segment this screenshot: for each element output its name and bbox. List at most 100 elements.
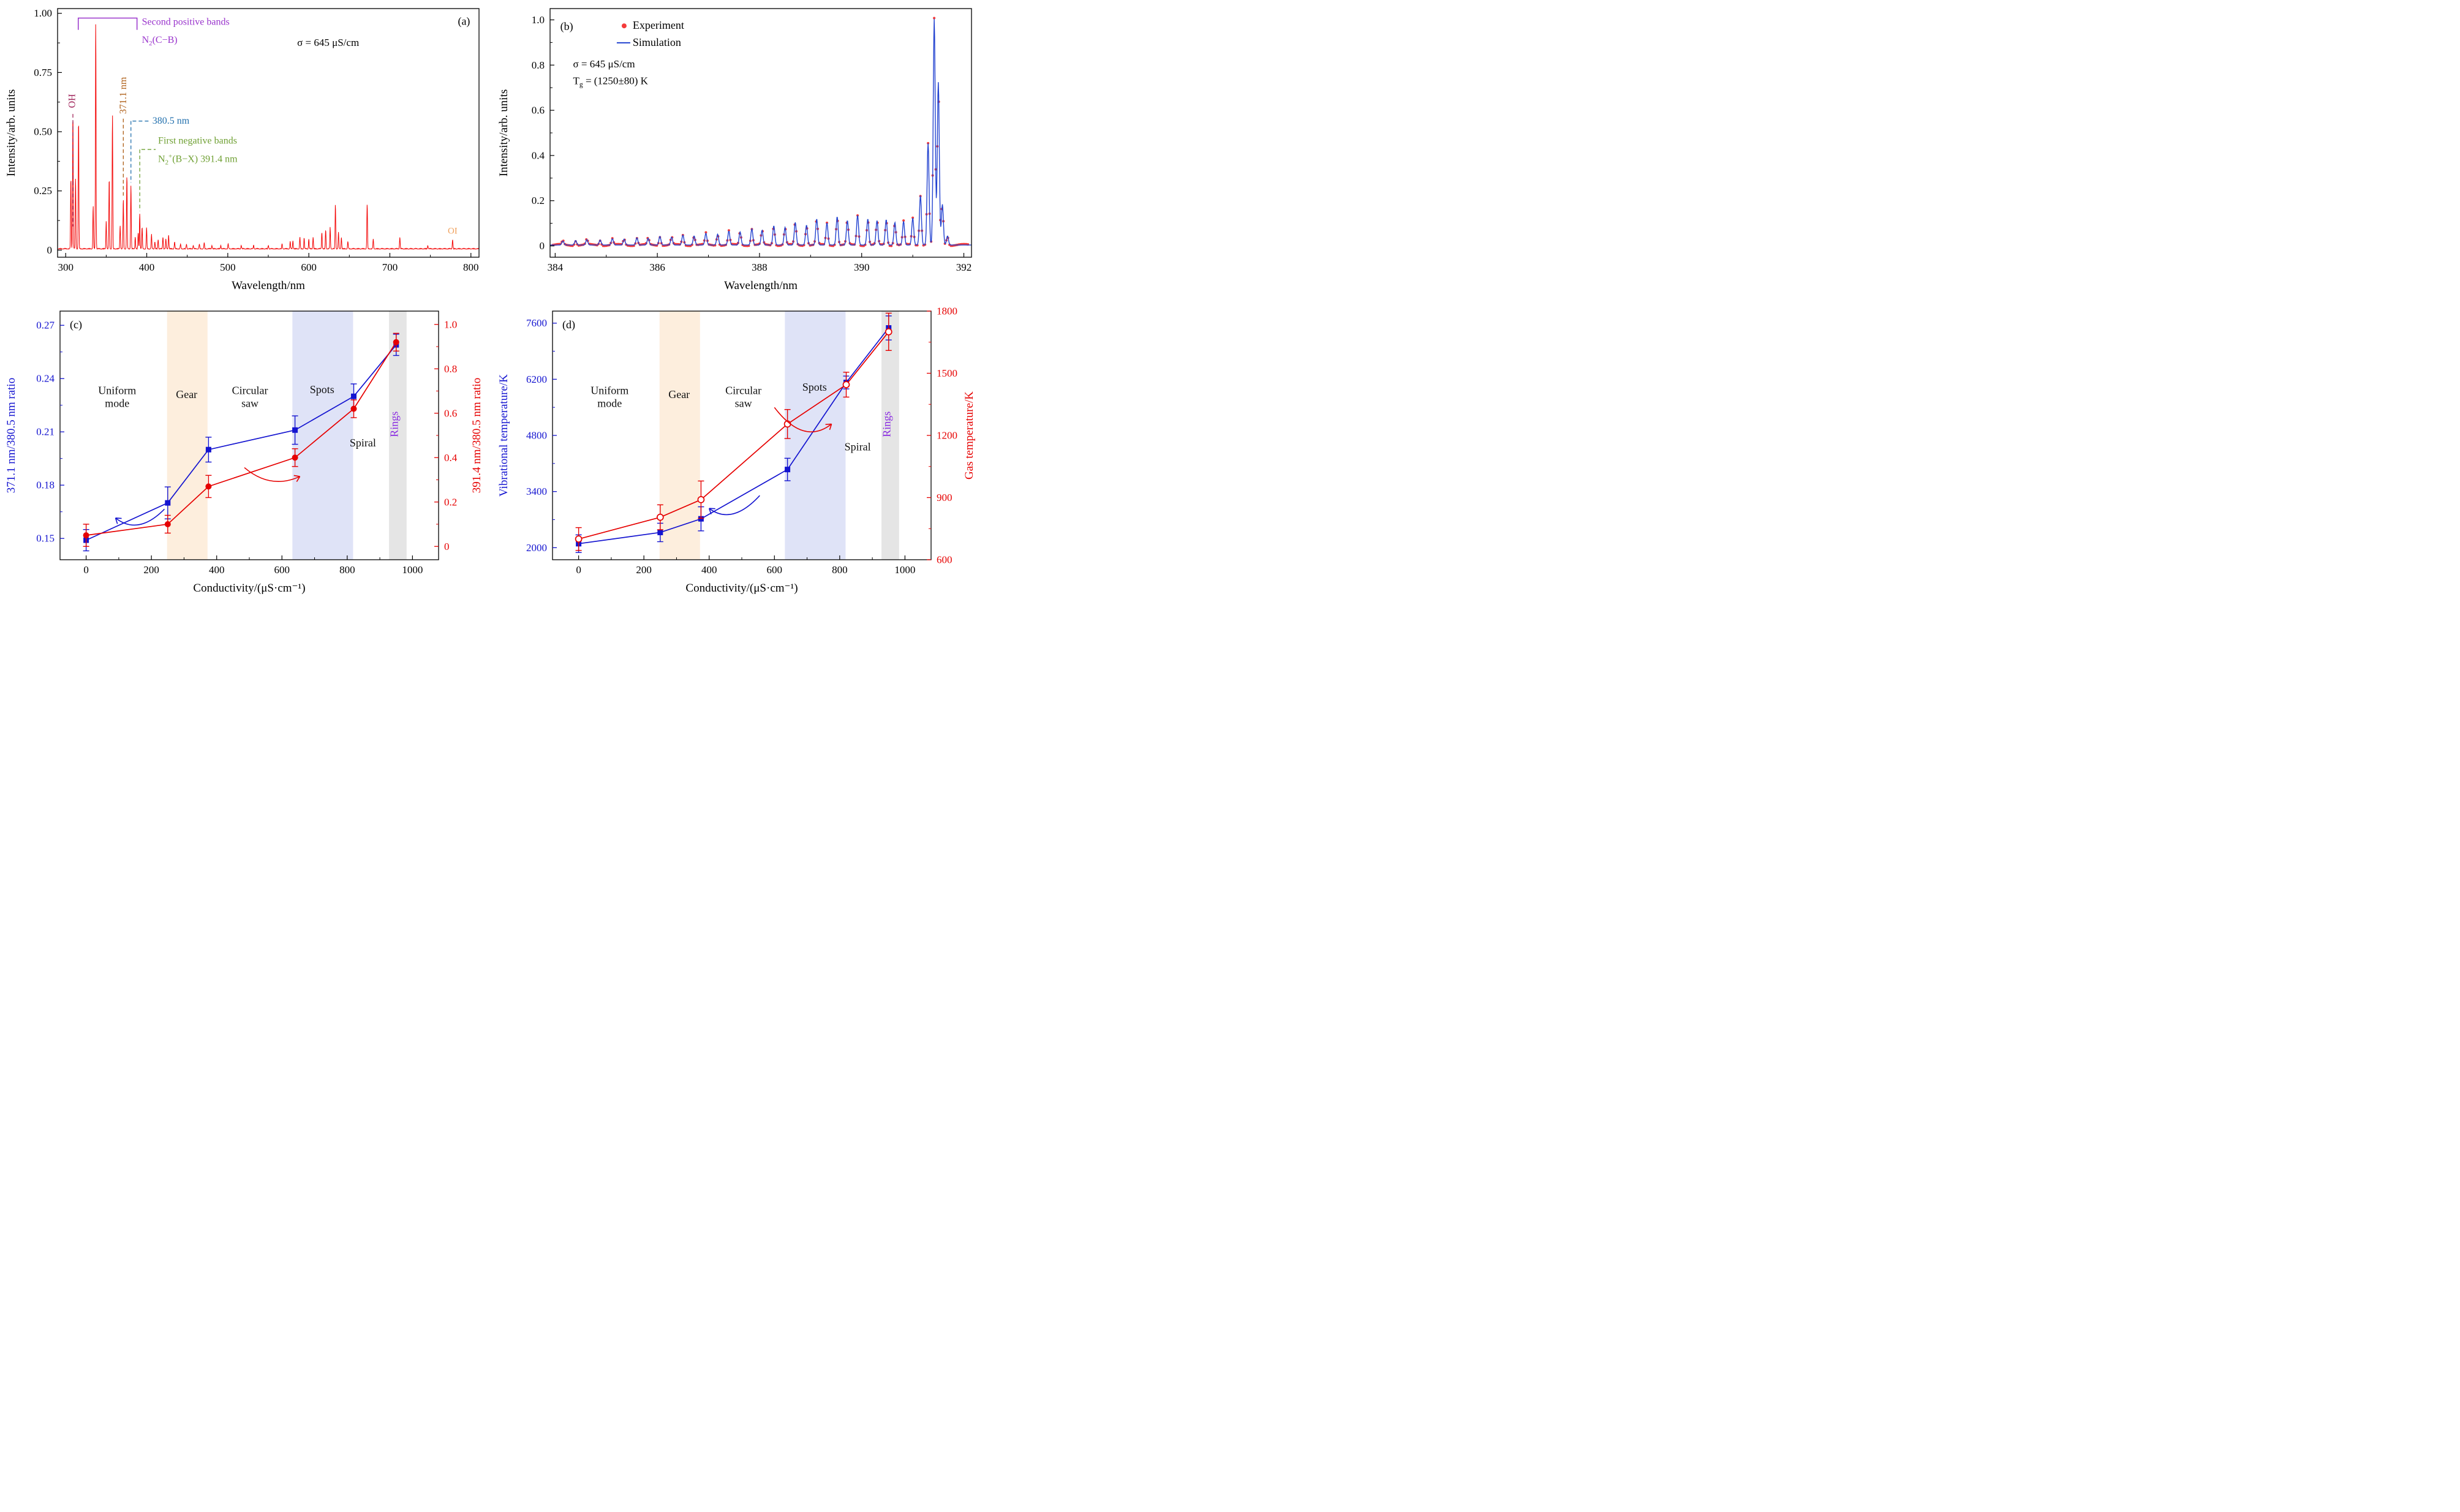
svg-text:1200: 1200 [937, 430, 957, 442]
svg-text:800: 800 [339, 564, 355, 576]
series-right-axis [83, 333, 399, 547]
simulation-line [550, 18, 972, 246]
series-right-axis [575, 312, 892, 551]
svg-text:Spots: Spots [310, 383, 334, 396]
svg-text:0: 0 [444, 541, 450, 552]
svg-text:7600: 7600 [526, 317, 547, 329]
svg-text:Uniform: Uniform [98, 385, 136, 397]
svg-text:0.6: 0.6 [444, 407, 457, 419]
svg-text:500: 500 [220, 261, 236, 273]
svg-text:0.2: 0.2 [532, 195, 545, 206]
svg-text:Gear: Gear [176, 388, 197, 401]
svg-text:0: 0 [83, 564, 89, 576]
mode-region-band [785, 311, 846, 560]
svg-text:mode: mode [597, 397, 622, 410]
svg-text:Simulation: Simulation [633, 36, 681, 48]
svg-text:386: 386 [649, 261, 665, 273]
svg-text:0.18: 0.18 [36, 480, 55, 491]
mode-region-band [659, 311, 700, 560]
svg-text:0.4: 0.4 [532, 149, 545, 161]
svg-text:6200: 6200 [526, 374, 547, 385]
svg-text:Conductivity/(μS·cm⁻¹): Conductivity/(μS·cm⁻¹) [685, 582, 798, 595]
svg-text:(a): (a) [458, 15, 470, 28]
mode-region-band [292, 311, 353, 560]
svg-text:Spiral: Spiral [350, 437, 376, 449]
svg-text:(b): (b) [560, 20, 573, 33]
spectrum-curve [57, 24, 480, 250]
svg-text:200: 200 [143, 564, 159, 576]
svg-text:0.8: 0.8 [444, 363, 457, 375]
svg-text:Gear: Gear [668, 388, 690, 401]
svg-text:390: 390 [854, 261, 870, 273]
svg-text:0.25: 0.25 [34, 185, 52, 197]
panel-a-emission-spectrum-chart: OH 371.1 nm 380.5 nm First negative bands N2… [0, 0, 492, 303]
svg-text:1.00: 1.00 [34, 7, 52, 19]
svg-text:1.0: 1.0 [532, 14, 545, 26]
svg-text:Intensity/arb. units: Intensity/arb. units [5, 89, 18, 176]
svg-text:600: 600 [301, 261, 317, 273]
svg-text:3400: 3400 [526, 486, 547, 497]
svg-text:saw: saw [735, 397, 752, 410]
svg-text:Uniform: Uniform [590, 385, 628, 397]
mode-region-band [881, 311, 899, 560]
svg-text:700: 700 [382, 261, 398, 273]
svg-text:Second positive bands: Second positive bands [142, 17, 230, 27]
svg-text:2000: 2000 [526, 542, 547, 554]
svg-text:saw: saw [241, 397, 258, 410]
svg-text:Tg = (1250±80) K: Tg = (1250±80) K [573, 75, 649, 89]
svg-text:800: 800 [832, 564, 848, 576]
svg-text:Spiral: Spiral [845, 440, 871, 453]
svg-text:384: 384 [548, 261, 564, 273]
svg-text:Gas temperature/K: Gas temperature/K [963, 391, 976, 480]
svg-text:380.5 nm: 380.5 nm [153, 116, 190, 126]
svg-text:1000: 1000 [894, 564, 915, 576]
svg-text:OI: OI [448, 226, 458, 236]
svg-text:Conductivity/(μS·cm⁻¹): Conductivity/(μS·cm⁻¹) [193, 582, 305, 595]
svg-text:(d): (d) [562, 318, 575, 331]
mode-region-band [167, 311, 208, 560]
svg-text:392: 392 [956, 261, 972, 273]
svg-text:4800: 4800 [526, 430, 547, 442]
svg-text:0.2: 0.2 [444, 496, 457, 508]
svg-text:Vibrational temperature/K: Vibrational temperature/K [497, 374, 510, 497]
svg-text:σ = 645 μS/cm: σ = 645 μS/cm [573, 58, 635, 70]
svg-text:0.24: 0.24 [36, 373, 55, 385]
svg-text:0.4: 0.4 [444, 452, 458, 464]
svg-text:0.75: 0.75 [34, 67, 52, 78]
svg-text:1800: 1800 [937, 306, 957, 317]
svg-text:388: 388 [752, 261, 768, 273]
svg-text:(c): (c) [70, 318, 82, 331]
second-positive-bands-bracket [77, 17, 138, 30]
svg-text:Circular: Circular [725, 385, 761, 397]
svg-text:Circular: Circular [232, 385, 268, 397]
svg-text:600: 600 [767, 564, 783, 576]
svg-text:900: 900 [937, 492, 953, 503]
svg-text:400: 400 [701, 564, 717, 576]
svg-text:0.15: 0.15 [36, 533, 55, 544]
svg-text:1.0: 1.0 [444, 318, 457, 330]
svg-text:400: 400 [139, 261, 155, 273]
svg-text:Intensity/arb. units: Intensity/arb. units [497, 89, 510, 176]
svg-text:OH: OH [67, 94, 77, 108]
svg-text:0.50: 0.50 [34, 126, 52, 138]
svg-text:First negative bands: First negative bands [158, 135, 237, 146]
svg-text:0.27: 0.27 [36, 320, 55, 331]
svg-text:200: 200 [636, 564, 652, 576]
svg-text:N2+(B−X) 391.4 nm: N2+(B−X) 391.4 nm [158, 153, 238, 167]
svg-text:0: 0 [576, 564, 581, 576]
svg-text:0.6: 0.6 [532, 105, 545, 116]
svg-text:Rings: Rings [388, 412, 400, 437]
svg-text:0.21: 0.21 [36, 426, 55, 438]
svg-text:Experiment: Experiment [633, 19, 684, 31]
mode-region-band [389, 311, 407, 560]
svg-text:1500: 1500 [937, 367, 957, 379]
svg-text:N2(C−B): N2(C−B) [142, 35, 178, 47]
svg-text:Rings: Rings [880, 412, 892, 437]
svg-text:0: 0 [540, 240, 545, 252]
experiment-points [551, 17, 970, 247]
svg-text:391.4 nm/380.5 nm ratio: 391.4 nm/380.5 nm ratio [470, 378, 483, 493]
svg-text:Wavelength/nm: Wavelength/nm [724, 279, 798, 292]
svg-text:400: 400 [209, 564, 225, 576]
